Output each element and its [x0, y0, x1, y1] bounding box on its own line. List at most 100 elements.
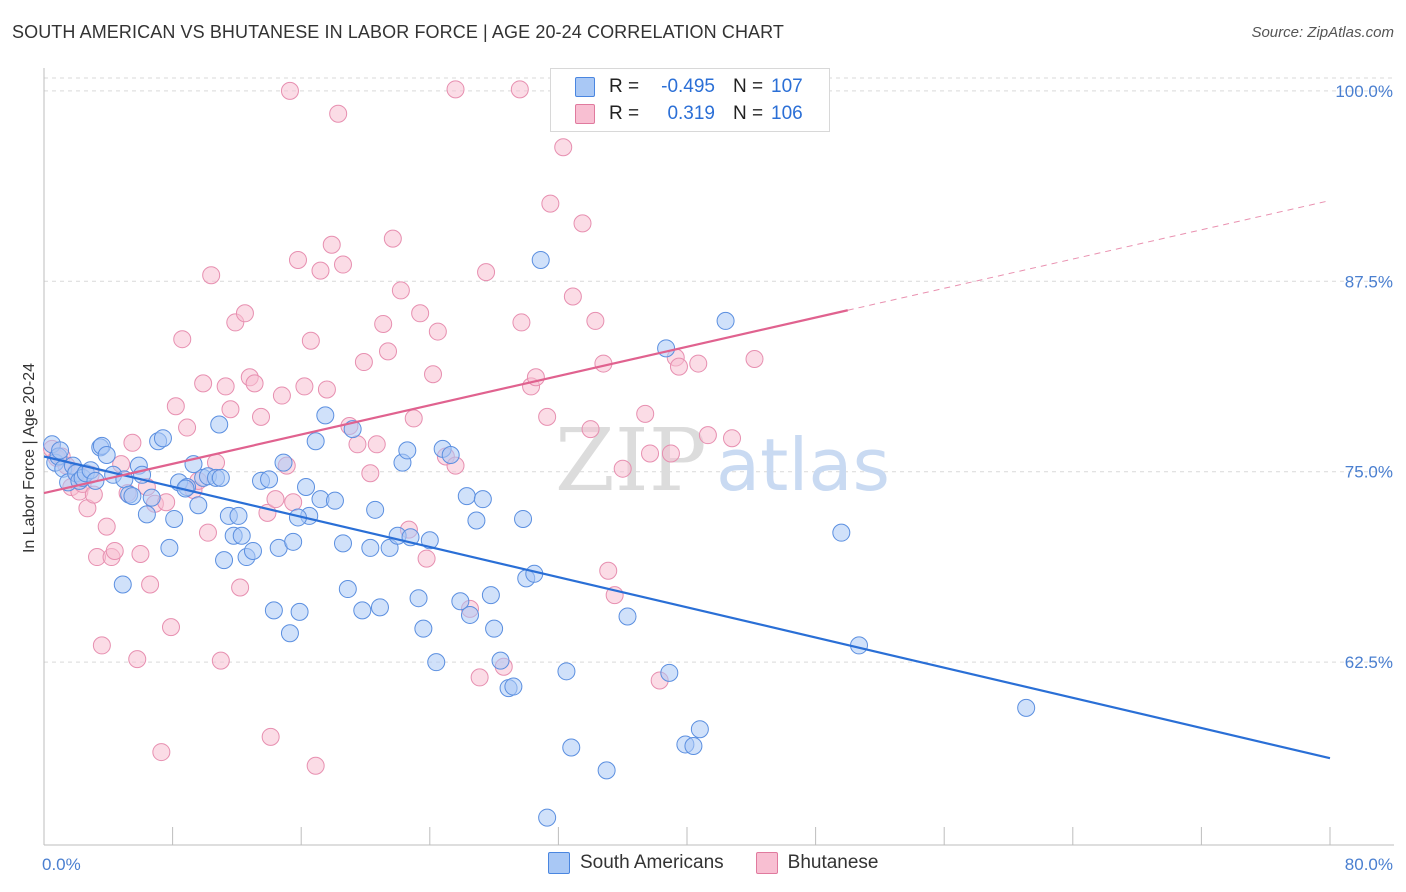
bhutanese-point	[391, 281, 410, 300]
south-americans-point	[451, 592, 470, 611]
south-americans-point	[353, 601, 372, 620]
bhutanese-point	[573, 214, 592, 233]
bhutanese-point	[173, 330, 192, 349]
bhutanese-point	[470, 668, 489, 687]
south-americans-point	[137, 505, 156, 524]
bhutanese-point	[613, 459, 632, 478]
south-americans-point	[123, 487, 142, 506]
south-americans-point	[1017, 698, 1036, 717]
south-americans-point	[189, 496, 208, 515]
bhutanese-point	[123, 433, 142, 452]
legend-r-label: R =	[609, 76, 640, 97]
bhutanese-point	[367, 435, 386, 454]
bhutanese-point	[404, 409, 423, 428]
bhutanese-point	[669, 357, 688, 376]
bhutanese-point	[272, 386, 291, 405]
bhutanese-point	[411, 304, 430, 323]
bhutanese-point	[424, 365, 443, 384]
bhutanese-point	[374, 314, 393, 333]
south-americans-point	[338, 580, 357, 599]
bhutanese-point	[383, 229, 402, 248]
south-americans-point	[491, 651, 510, 670]
legend-n-label: N =	[733, 103, 764, 124]
watermark: ZIP atlas	[555, 411, 890, 511]
south-americans-point	[211, 468, 230, 487]
south-americans-point	[420, 531, 439, 550]
bhutanese-point	[284, 493, 303, 512]
south-americans-point	[531, 250, 550, 269]
south-americans-point	[215, 551, 234, 570]
south-americans-point	[113, 575, 132, 594]
bhutanese-point	[194, 374, 213, 393]
bhutanese-point	[152, 743, 171, 762]
south-americans-point	[232, 526, 251, 545]
bhutanese-point	[252, 407, 271, 426]
bhutanese-point	[178, 418, 197, 437]
south-americans-point	[325, 491, 344, 510]
series-legend: South Americans Bhutanese	[548, 852, 911, 874]
south-americans-point	[361, 538, 380, 557]
south-americans-point	[51, 441, 70, 460]
bhutanese-point	[354, 353, 373, 372]
legend-swatch-pink	[575, 104, 595, 124]
bhutanese-point	[428, 322, 447, 341]
chart-title: SOUTH AMERICAN VS BHUTANESE IN LABOR FOR…	[12, 22, 785, 42]
bhutanese-point	[379, 342, 398, 361]
south-americans-point	[280, 624, 299, 643]
bhutanese-point	[361, 464, 380, 483]
south-americans-point	[597, 761, 616, 780]
south-americans-point	[657, 339, 676, 358]
south-americans-point	[618, 607, 637, 626]
bhutanese-point	[97, 517, 116, 536]
south-americans-point	[485, 619, 504, 638]
south-americans-point	[142, 488, 161, 507]
bhutanese-point	[301, 331, 320, 350]
bhutanese-point	[202, 266, 221, 285]
south-americans-point	[306, 432, 325, 451]
series-label-bhutanese: Bhutanese	[787, 852, 879, 873]
south-americans-point	[297, 477, 316, 496]
south-americans-point	[473, 490, 492, 509]
legend-row-south-americans: R = -0.495 N = 107	[575, 74, 803, 100]
bhutanese-point	[641, 444, 660, 463]
series-legend-south-americans[interactable]: South Americans	[548, 852, 724, 874]
bhutanese-point	[198, 523, 217, 542]
south-americans-points	[43, 250, 1036, 827]
south-americans-point	[467, 511, 486, 530]
south-americans-point	[316, 406, 335, 425]
bhutanese-point	[745, 349, 764, 368]
bhutanese-point	[510, 80, 529, 99]
axes	[43, 68, 1394, 846]
south-americans-point	[690, 720, 709, 739]
south-americans-point	[414, 619, 433, 638]
series-legend-bhutanese[interactable]: Bhutanese	[755, 852, 879, 874]
legend-r-value: 0.319	[667, 103, 715, 124]
south-americans-point	[504, 677, 523, 696]
south-americans-point	[153, 429, 172, 448]
legend-n-label: N =	[733, 76, 764, 97]
source-label: Source: ZipAtlas.com	[1251, 24, 1394, 41]
trend-lines	[43, 200, 1331, 760]
legend-r-value: -0.495	[661, 76, 715, 97]
south-americans-point	[481, 586, 500, 605]
bhutanese-point	[288, 250, 307, 269]
bhutanese-trend-line	[43, 309, 848, 495]
y-axis-title: In Labor Force | Age 20-24	[21, 363, 38, 553]
bhutanese-point	[311, 261, 330, 280]
bhutanese-point	[723, 429, 742, 448]
bhutanese-point	[538, 407, 557, 426]
south-americans-point	[229, 506, 248, 525]
south-americans-point	[562, 738, 581, 757]
bhutanese-point	[166, 397, 185, 416]
legend-n-value: 106	[771, 103, 803, 124]
south-americans-point	[409, 589, 428, 608]
bhutanese-point	[261, 727, 280, 746]
bhutanese-point	[216, 377, 235, 396]
bhutanese-point	[333, 255, 352, 274]
bhutanese-point	[477, 263, 496, 282]
bhutanese-point	[141, 575, 160, 594]
bhutanese-point	[446, 80, 465, 99]
south-americans-point	[684, 736, 703, 755]
bhutanese-point	[235, 304, 254, 323]
